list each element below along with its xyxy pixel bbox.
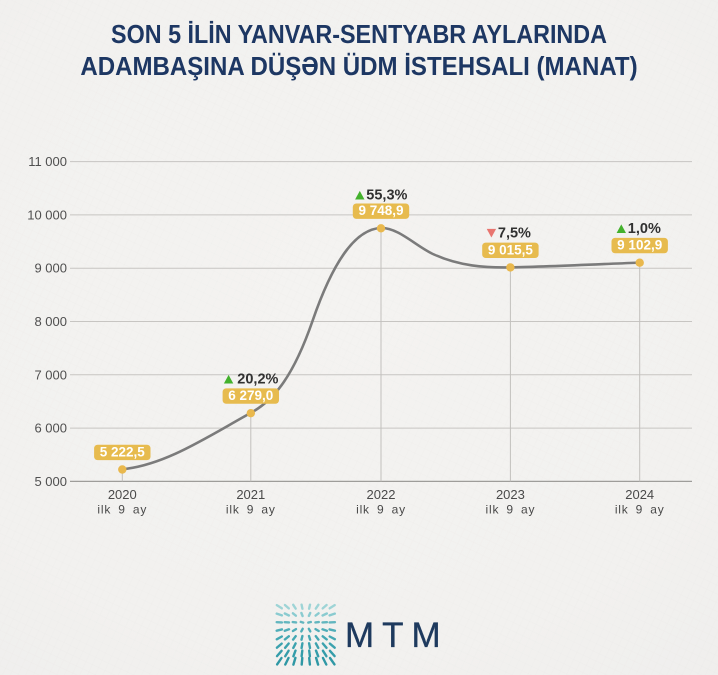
svg-text:ilk 9 ay: ilk 9 ay — [97, 503, 147, 517]
svg-text:9 000: 9 000 — [34, 261, 67, 276]
svg-text:ilk 9 ay: ilk 9 ay — [615, 503, 665, 517]
svg-text:2023: 2023 — [496, 487, 525, 502]
svg-text:9 015,5: 9 015,5 — [488, 242, 534, 257]
svg-text:55,3%: 55,3% — [366, 188, 407, 204]
svg-text:7 000: 7 000 — [34, 367, 67, 382]
svg-text:5 222,5: 5 222,5 — [100, 444, 146, 459]
svg-text:MTM: MTM — [345, 616, 449, 655]
svg-text:6 279,0: 6 279,0 — [228, 388, 273, 403]
svg-text:ilk 9 ay: ilk 9 ay — [356, 503, 406, 517]
svg-text:2022: 2022 — [367, 487, 396, 502]
svg-text:9 102,9: 9 102,9 — [617, 238, 662, 253]
svg-text:2020: 2020 — [108, 487, 137, 502]
svg-text:9 748,9: 9 748,9 — [358, 203, 403, 218]
svg-text:7,5%: 7,5% — [498, 226, 531, 242]
svg-text:11 000: 11 000 — [28, 154, 67, 169]
svg-text:ilk 9 ay: ilk 9 ay — [226, 503, 276, 517]
svg-text:10 000: 10 000 — [27, 207, 67, 222]
svg-text:ilk 9 ay: ilk 9 ay — [486, 503, 536, 517]
svg-text:1,0%: 1,0% — [628, 221, 661, 237]
svg-text:20,2%: 20,2% — [237, 372, 278, 388]
svg-text:8 000: 8 000 — [34, 314, 67, 329]
svg-text:5 000: 5 000 — [34, 474, 67, 489]
svg-text:2021: 2021 — [236, 487, 265, 502]
svg-text:2024: 2024 — [625, 487, 654, 502]
svg-text:6 000: 6 000 — [34, 421, 67, 436]
